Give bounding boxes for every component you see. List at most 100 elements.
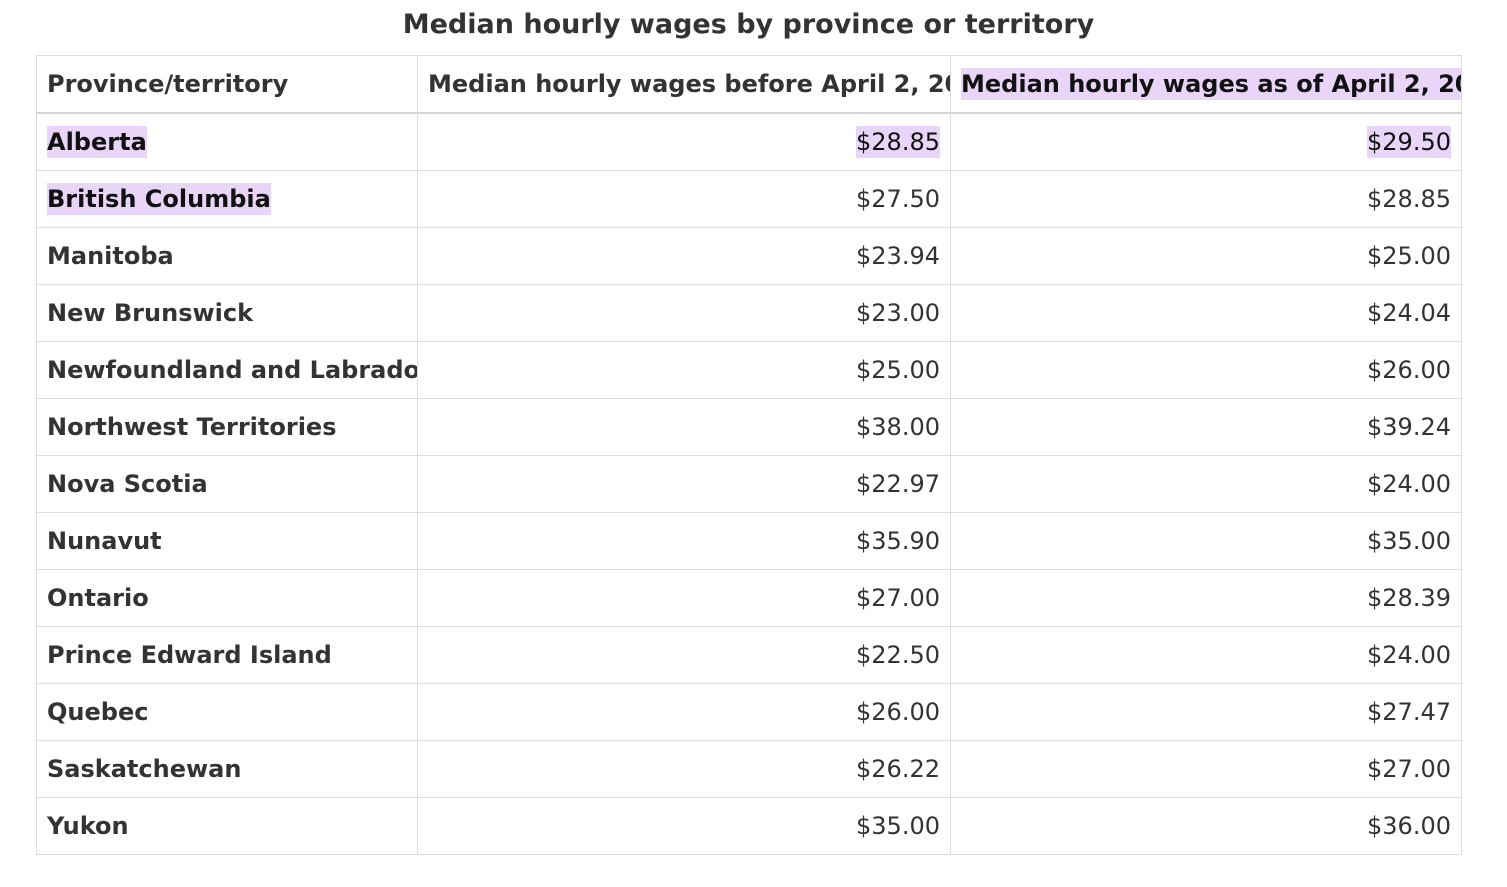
wage-before-cell: $26.00 [417,683,951,741]
wage-before-cell: $38.00 [417,398,951,456]
province-name: Nunavut [47,527,162,555]
wage-before-cell: $23.00 [417,284,951,342]
province-name: Northwest Territories [47,413,337,441]
column-header-after: Median hourly wages as of April 2, 2024 [950,55,1462,114]
wage-after-cell: $24.04 [950,284,1462,342]
table-row: New Brunswick $23.00 $24.04 [36,284,1462,342]
province-name: Saskatchewan [47,755,242,783]
wage-before-cell: $27.00 [417,569,951,627]
table-row: Quebec $26.00 $27.47 [36,683,1462,741]
wage-after: $24.00 [1367,470,1451,498]
wage-before: $22.97 [856,470,940,498]
province-cell: Quebec [36,683,418,741]
wage-after: $27.00 [1367,755,1451,783]
wage-before: $22.50 [856,641,940,669]
header-row: Province/territory Median hourly wages b… [36,55,1462,114]
wage-before: $23.94 [856,242,940,270]
column-header-before: Median hourly wages before April 2, 2024 [417,55,951,114]
wage-before: $28.85 [856,126,940,158]
column-header-province: Province/territory [36,55,418,114]
wage-before-cell: $23.94 [417,227,951,285]
province-cell: Nunavut [36,512,418,570]
wage-after: $26.00 [1367,356,1451,384]
column-header-province-label: Province/territory [47,70,289,98]
wage-after-cell: $24.00 [950,626,1462,684]
wage-before-cell: $25.00 [417,341,951,399]
province-cell: Saskatchewan [36,740,418,798]
wage-after: $27.47 [1367,698,1451,726]
wage-before: $38.00 [856,413,940,441]
province-cell: Newfoundland and Labrador [36,341,418,399]
province-name: Prince Edward Island [47,641,332,669]
wage-before: $23.00 [856,299,940,327]
wage-after: $35.00 [1367,527,1451,555]
province-name: Quebec [47,698,149,726]
wage-before-cell: $27.50 [417,170,951,228]
wage-before-cell: $35.90 [417,512,951,570]
wage-after: $28.39 [1367,584,1451,612]
province-name: New Brunswick [47,299,254,327]
wage-after: $28.85 [1367,185,1451,213]
wage-before: $27.00 [856,584,940,612]
wage-after: $39.24 [1367,413,1451,441]
province-cell: Prince Edward Island [36,626,418,684]
wage-after-cell: $25.00 [950,227,1462,285]
table-row: Newfoundland and Labrador $25.00 $26.00 [36,341,1462,399]
table-row: Saskatchewan $26.22 $27.00 [36,740,1462,798]
wage-before: $35.00 [856,812,940,840]
province-name: Yukon [47,812,129,840]
wage-after-cell: $28.39 [950,569,1462,627]
wage-after-cell: $26.00 [950,341,1462,399]
wage-after-cell: $29.50 [950,112,1462,171]
province-cell: British Columbia [36,170,418,228]
wage-before-cell: $22.97 [417,455,951,513]
province-cell: Manitoba [36,227,418,285]
wage-after: $25.00 [1367,242,1451,270]
wage-before-cell: $35.00 [417,797,951,855]
wage-after-cell: $28.85 [950,170,1462,228]
table-row: Ontario $27.00 $28.39 [36,569,1462,627]
wage-after-cell: $27.47 [950,683,1462,741]
wage-before-cell: $28.85 [417,112,951,171]
table-row: British Columbia $27.50 $28.85 [36,170,1462,228]
wage-before: $26.22 [856,755,940,783]
table-row: Nova Scotia $22.97 $24.00 [36,455,1462,513]
table-header: Province/territory Median hourly wages b… [36,55,1462,114]
wage-before-cell: $26.22 [417,740,951,798]
wages-table: Province/territory Median hourly wages b… [36,55,1462,855]
wage-after: $24.04 [1367,299,1451,327]
wage-before: $27.50 [856,185,940,213]
wage-before: $35.90 [856,527,940,555]
province-name: Manitoba [47,242,174,270]
table-row: Manitoba $23.94 $25.00 [36,227,1462,285]
table-row: Prince Edward Island $22.50 $24.00 [36,626,1462,684]
province-name: Newfoundland and Labrador [47,356,418,384]
wage-after-cell: $27.00 [950,740,1462,798]
wage-after: $29.50 [1367,126,1451,158]
province-cell: Northwest Territories [36,398,418,456]
wage-before: $25.00 [856,356,940,384]
table-body: Alberta $28.85 $29.50 British Columbia $… [36,112,1462,855]
column-header-before-label: Median hourly wages before April 2, 2024 [428,70,951,98]
province-cell: Ontario [36,569,418,627]
column-header-after-label: Median hourly wages as of April 2, 2024 [961,68,1461,100]
province-name: Nova Scotia [47,470,208,498]
wage-after: $36.00 [1367,812,1451,840]
table-row: Yukon $35.00 $36.00 [36,797,1462,855]
wage-before: $26.00 [856,698,940,726]
wage-after-cell: $24.00 [950,455,1462,513]
wage-after: $24.00 [1367,641,1451,669]
province-name: Alberta [47,126,147,158]
province-name: Ontario [47,584,149,612]
province-cell: Alberta [36,112,418,171]
table-row: Nunavut $35.90 $35.00 [36,512,1462,570]
province-name: British Columbia [47,183,271,215]
wage-after-cell: $39.24 [950,398,1462,456]
wage-after-cell: $36.00 [950,797,1462,855]
province-cell: Nova Scotia [36,455,418,513]
wage-after-cell: $35.00 [950,512,1462,570]
table-row: Northwest Territories $38.00 $39.24 [36,398,1462,456]
table-title: Median hourly wages by province or terri… [402,9,1095,40]
wage-before-cell: $22.50 [417,626,951,684]
province-cell: New Brunswick [36,284,418,342]
